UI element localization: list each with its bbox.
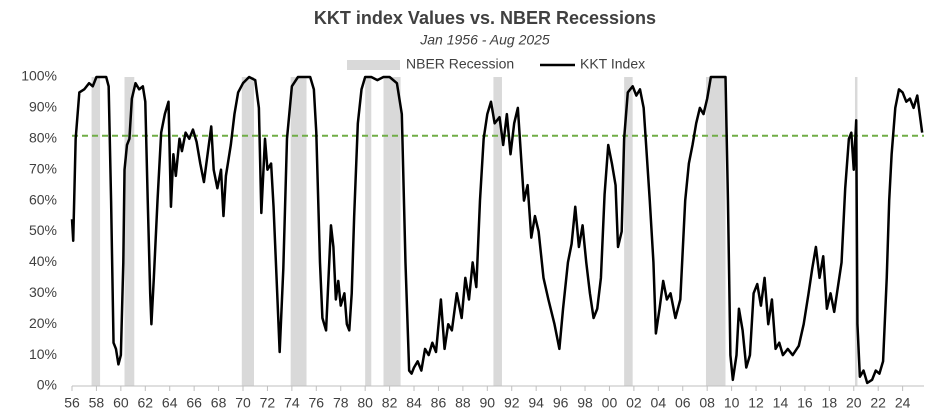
x-tick-label: 02 <box>626 395 642 411</box>
x-tick-label: 94 <box>528 395 544 411</box>
x-tick-label: 86 <box>431 395 447 411</box>
x-tick-label: 56 <box>64 395 80 411</box>
x-tick-label: 72 <box>260 395 276 411</box>
kkt-line <box>70 75 924 385</box>
x-tick-label: 80 <box>357 395 373 411</box>
y-tick-label: 100% <box>21 68 57 84</box>
recession-band <box>624 77 633 386</box>
x-tick-label: 90 <box>480 395 496 411</box>
x-tick-label: 14 <box>773 395 789 411</box>
legend-label: NBER Recession <box>406 56 514 72</box>
y-tick-label: 40% <box>29 253 57 269</box>
x-tick-label: 58 <box>89 395 105 411</box>
recession-band <box>493 77 502 386</box>
y-tick-label: 20% <box>29 315 57 331</box>
recession-band <box>241 77 255 386</box>
y-tick-label: 0% <box>37 377 57 393</box>
x-tick-label: 82 <box>382 395 398 411</box>
recession-band <box>91 77 101 386</box>
y-tick-label: 60% <box>29 191 57 207</box>
x-tick-label: 70 <box>235 395 251 411</box>
x-tick-label: 04 <box>651 395 667 411</box>
legend-swatch <box>347 60 400 70</box>
y-tick-label: 30% <box>29 284 57 300</box>
y-tick-label: 80% <box>29 130 57 146</box>
y-tick-label: 10% <box>29 346 57 362</box>
recession-band <box>290 77 307 386</box>
chart-subtitle: Jan 1956 - Aug 2025 <box>419 32 550 48</box>
x-tick-label: 24 <box>895 395 911 411</box>
x-tick-label: 16 <box>797 395 813 411</box>
x-tick-label: 76 <box>309 395 325 411</box>
recession-band <box>365 77 372 386</box>
x-tick-label: 98 <box>577 395 593 411</box>
x-tick-label: 10 <box>724 395 740 411</box>
x-tick-label: 68 <box>211 395 227 411</box>
x-tick-label: 18 <box>822 395 838 411</box>
x-tick-label: 84 <box>406 395 422 411</box>
chart-title: KKT index Values vs. NBER Recessions <box>314 8 656 28</box>
x-tick-label: 66 <box>186 395 202 411</box>
recession-band <box>705 77 726 386</box>
recession-band <box>383 77 401 386</box>
y-tick-label: 70% <box>29 160 57 176</box>
x-tick-label: 96 <box>553 395 569 411</box>
recession-band <box>124 77 135 386</box>
x-tick-label: 74 <box>284 395 300 411</box>
x-tick-label: 12 <box>748 395 764 411</box>
x-tick-label: 92 <box>504 395 520 411</box>
x-tick-label: 06 <box>675 395 691 411</box>
x-tick-label: 64 <box>162 395 178 411</box>
x-tick-label: 08 <box>699 395 715 411</box>
x-tick-label: 22 <box>870 395 886 411</box>
x-tick-label: 62 <box>138 395 154 411</box>
legend-label: KKT Index <box>580 56 645 72</box>
y-tick-label: 90% <box>29 99 57 115</box>
x-tick-label: 00 <box>602 395 618 411</box>
x-tick-label: 78 <box>333 395 349 411</box>
x-tick-label: 60 <box>113 395 129 411</box>
x-tick-label: 88 <box>455 395 471 411</box>
x-tick-label: 20 <box>846 395 862 411</box>
y-tick-label: 50% <box>29 222 57 238</box>
